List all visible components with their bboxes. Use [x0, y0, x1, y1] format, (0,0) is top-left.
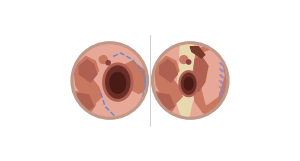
Polygon shape [190, 47, 205, 58]
Polygon shape [110, 72, 126, 93]
Polygon shape [106, 90, 145, 116]
Polygon shape [184, 77, 193, 90]
Polygon shape [76, 93, 94, 111]
Polygon shape [182, 73, 196, 94]
Polygon shape [160, 60, 177, 82]
Polygon shape [180, 56, 188, 63]
Polygon shape [156, 93, 174, 111]
Polygon shape [106, 66, 130, 98]
Polygon shape [179, 71, 198, 97]
Circle shape [152, 43, 228, 118]
Polygon shape [73, 92, 95, 113]
Polygon shape [176, 43, 202, 118]
Polygon shape [198, 50, 224, 105]
Polygon shape [79, 60, 97, 82]
Circle shape [187, 60, 191, 64]
Polygon shape [153, 92, 176, 113]
Polygon shape [103, 63, 133, 101]
Polygon shape [99, 56, 107, 63]
Polygon shape [116, 61, 147, 93]
Polygon shape [192, 47, 227, 116]
Circle shape [72, 43, 148, 118]
Polygon shape [194, 56, 208, 92]
Circle shape [106, 61, 110, 65]
Polygon shape [155, 56, 182, 103]
Polygon shape [74, 56, 102, 103]
